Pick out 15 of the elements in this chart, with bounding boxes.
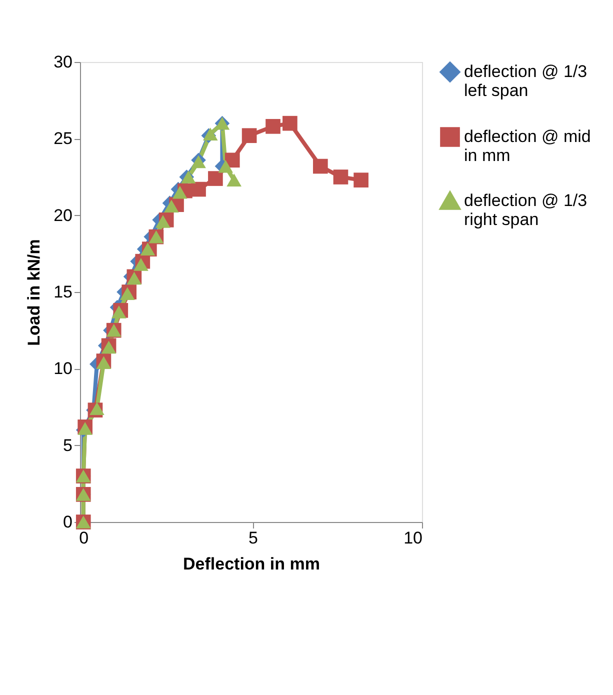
legend-label: deflection @ mid in mm (464, 127, 591, 165)
y-tick-label: 0 (63, 512, 72, 532)
y-axis-title: Load in kN/m (24, 239, 44, 346)
x-axis-title: Deflection in mm (183, 554, 320, 574)
y-tick-label: 5 (63, 436, 72, 455)
legend-label: deflection @ 1/3 right span (464, 191, 588, 229)
y-tick-label: 25 (54, 129, 72, 148)
x-tick-label: 10 (404, 528, 422, 548)
y-tick-label: 30 (54, 52, 72, 72)
y-tick-label: 10 (54, 359, 72, 378)
y-tick-label: 20 (54, 206, 72, 225)
y-tick-label: 15 (54, 282, 72, 302)
legend-label: deflection @ 1/3 left span (464, 62, 588, 100)
x-tick-label: 5 (248, 528, 258, 548)
x-tick-label: 0 (79, 528, 89, 548)
